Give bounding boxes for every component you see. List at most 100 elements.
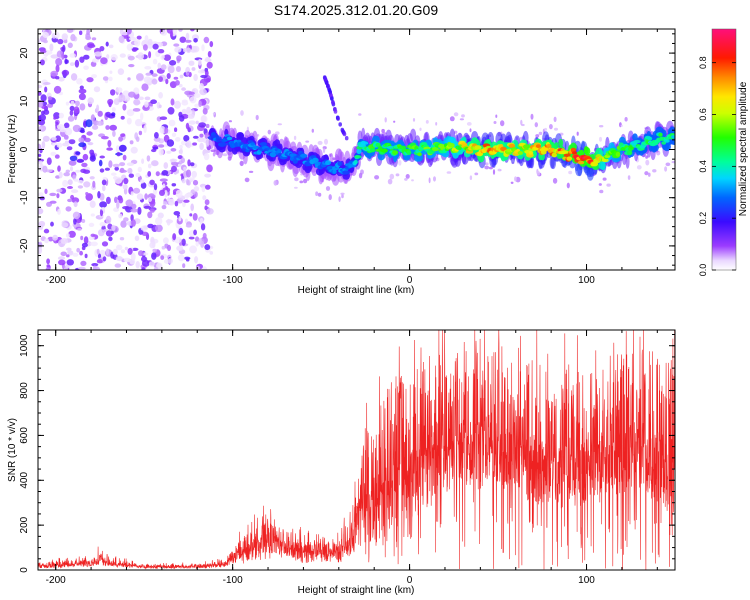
spectrogram-cell — [130, 146, 138, 154]
spectrogram-cell — [77, 218, 81, 223]
snr-ytick-label: 1000 — [19, 334, 30, 357]
snr-xtick-label: 100 — [578, 575, 595, 586]
spectrogram-ridge-cell — [300, 153, 308, 158]
spectrogram-ridge-cell — [457, 146, 462, 150]
spectrogram-cell — [381, 128, 385, 134]
spectrogram-cell — [84, 137, 91, 143]
spectrogram-cell — [52, 234, 58, 241]
spectrogram-ridge-cell — [474, 145, 482, 150]
spectrogram-cell — [85, 119, 93, 128]
spectrogram-cell — [198, 100, 202, 108]
spectrogram-cell — [538, 131, 543, 136]
spectrogram-cell — [171, 132, 177, 137]
spectrogram-cell — [97, 191, 101, 199]
spectrogram-cell — [161, 205, 167, 210]
spectrogram-cell — [115, 145, 120, 153]
spectrogram-cell — [69, 53, 76, 58]
spectrogram-cell — [63, 172, 70, 177]
spectrogram-cell — [73, 106, 80, 114]
spectrogram-cell — [374, 175, 380, 180]
spectrogram-cell — [239, 160, 244, 167]
spectrogram-ytick-label: 0 — [19, 146, 30, 152]
spectrogram-cell — [203, 153, 210, 161]
spectrogram-cell — [93, 86, 101, 93]
spectrogram-cell — [179, 36, 187, 43]
spectrogram-cell — [119, 162, 126, 167]
spectrogram-cell — [79, 30, 83, 36]
spectrogram-cell — [107, 140, 112, 148]
spectrogram-cell — [56, 142, 63, 148]
spectrogram-cell — [199, 133, 204, 138]
spectrogram-ridge-cell — [226, 136, 233, 141]
spectrogram-cell — [75, 169, 81, 173]
spectrogram-cell — [131, 47, 138, 52]
spectrogram-cell — [267, 129, 271, 135]
spectrogram-cell — [209, 251, 214, 255]
figure-title: S174.2025.312.01.20.G09 — [274, 2, 438, 18]
spectrogram-cell — [449, 116, 455, 122]
spectrogram-cell — [151, 160, 159, 167]
spectrogram-cell — [207, 51, 212, 58]
colorbar-gradient — [712, 29, 736, 270]
spectrogram-cell — [174, 80, 180, 86]
spectrogram-cell — [189, 96, 197, 104]
spectrogram-cell — [159, 189, 165, 196]
spectrogram-cell — [105, 41, 109, 47]
spectrogram-cell — [122, 184, 128, 190]
spectrogram-cell — [168, 198, 175, 206]
spectrogram-ridge-cell — [625, 154, 630, 169]
spectrogram-cell — [188, 60, 195, 66]
spectrogram-ridge-cell — [354, 155, 362, 159]
colorbar-ticks: 0.0 0.2 0.4 0.6 0.8 — [698, 56, 736, 276]
spectrogram-cell — [61, 69, 70, 76]
spectrogram-cell — [57, 165, 61, 172]
spectrogram-cell — [135, 261, 140, 269]
spectrogram-cell — [173, 76, 179, 80]
spectrogram-cell — [171, 165, 177, 173]
spectrogram-ridge-cell — [600, 161, 606, 171]
spectrogram-cell — [98, 159, 103, 167]
spectrogram-cell — [91, 74, 97, 79]
spectrogram-cell — [58, 76, 65, 82]
spectrogram-cell — [200, 240, 205, 248]
spectrogram-cell — [169, 30, 174, 38]
spectrogram-cell — [599, 189, 604, 194]
spectrogram-cell — [122, 206, 130, 210]
spectrogram-cell — [56, 188, 63, 193]
spectrogram-cell — [50, 151, 57, 156]
spectrogram-cell — [183, 199, 190, 203]
spectrogram-cell — [72, 174, 77, 180]
spectrogram-arc-cell — [331, 100, 335, 106]
spectrogram-cell — [102, 185, 106, 192]
spectrogram-cell — [500, 120, 505, 127]
spectrogram-cell — [115, 87, 123, 93]
spectrogram-cell — [202, 195, 207, 201]
spectrogram-cell — [141, 267, 146, 270]
spectrogram-cell — [106, 196, 111, 205]
spectrogram-cell — [598, 183, 602, 186]
spectrogram-cell — [39, 59, 45, 66]
spectrogram-ridge-cell — [546, 143, 552, 149]
spectrogram-cell — [42, 31, 49, 38]
spectrogram-cell — [147, 163, 152, 169]
spectrogram-cell — [38, 220, 46, 228]
spectrogram-cell — [671, 161, 675, 164]
spectrogram-cell — [144, 193, 148, 200]
spectrogram-cell — [166, 73, 171, 79]
spectrogram-cell — [138, 130, 143, 136]
spectrogram-cell — [110, 54, 118, 61]
spectrogram-cell — [160, 64, 167, 71]
spectrogram-cell — [151, 195, 155, 200]
spectrogram-cell — [99, 168, 105, 173]
spectrogram-cell — [71, 189, 79, 194]
snr-ytick-label: 600 — [19, 427, 30, 444]
spectrogram-cell — [181, 178, 186, 184]
spectrogram-cell — [63, 122, 70, 129]
spectrogram-xlabel: Height of straight line (km) — [298, 285, 415, 296]
spectrogram-cell — [118, 213, 123, 219]
spectrogram-cell — [273, 180, 278, 186]
spectrogram-cell — [83, 181, 91, 188]
spectrogram-cell — [113, 176, 118, 180]
spectrogram-ridge-cell — [356, 148, 362, 154]
